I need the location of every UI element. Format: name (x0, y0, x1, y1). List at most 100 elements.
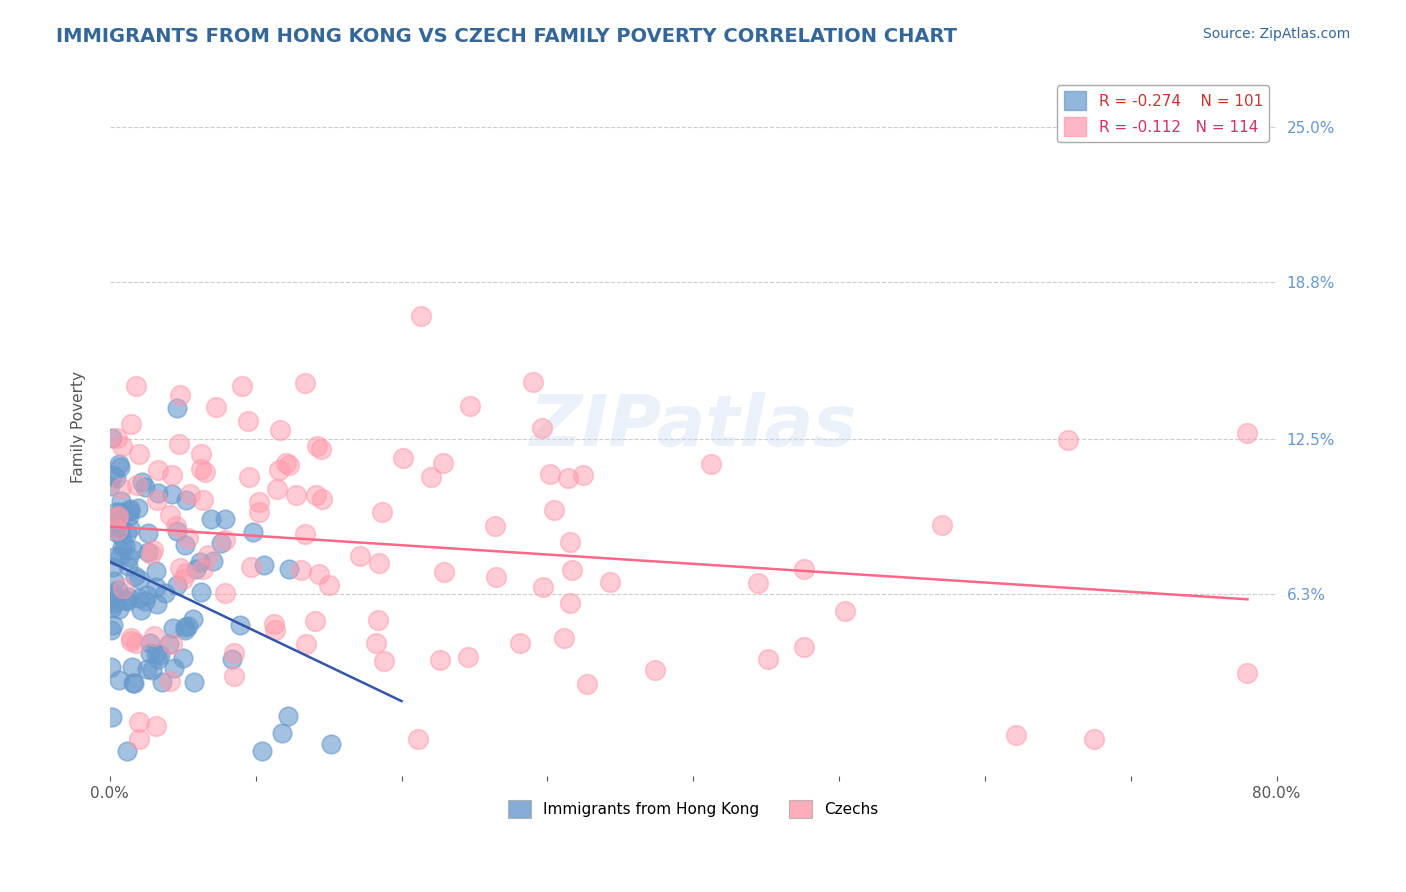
Immigrants from Hong Kong (214, 512, 236, 526)
Immigrants from Hong Kong (128, 591, 150, 606)
Czechs (145, 719, 167, 733)
Immigrants from Hong Kong (124, 569, 146, 583)
Immigrants from Hong Kong (242, 525, 264, 540)
Czechs (311, 491, 333, 506)
Immigrants from Hong Kong (177, 619, 200, 633)
Immigrants from Hong Kong (103, 588, 125, 602)
Czechs (793, 562, 815, 576)
Czechs (409, 309, 432, 323)
Czechs (367, 613, 389, 627)
Czechs (214, 533, 236, 548)
Czechs (747, 575, 769, 590)
Czechs (406, 731, 429, 746)
Immigrants from Hong Kong (319, 737, 342, 751)
Immigrants from Hong Kong (100, 601, 122, 615)
Czechs (128, 447, 150, 461)
Immigrants from Hong Kong (131, 475, 153, 489)
Czechs (599, 574, 621, 589)
Czechs (239, 560, 262, 574)
Czechs (191, 562, 214, 576)
Czechs (128, 731, 150, 746)
Czechs (460, 399, 482, 413)
Immigrants from Hong Kong (146, 652, 169, 666)
Immigrants from Hong Kong (250, 744, 273, 758)
Czechs (294, 527, 316, 541)
Czechs (111, 439, 134, 453)
Czechs (419, 470, 441, 484)
Immigrants from Hong Kong (118, 549, 141, 564)
Immigrants from Hong Kong (221, 651, 243, 665)
Czechs (121, 417, 143, 432)
Czechs (294, 376, 316, 391)
Czechs (308, 566, 330, 581)
Czechs (214, 585, 236, 599)
Czechs (485, 569, 508, 583)
Immigrants from Hong Kong (121, 660, 143, 674)
Immigrants from Hong Kong (115, 525, 138, 540)
Immigrants from Hong Kong (114, 540, 136, 554)
Czechs (159, 508, 181, 522)
Immigrants from Hong Kong (118, 502, 141, 516)
Immigrants from Hong Kong (108, 457, 131, 471)
Czechs (190, 446, 212, 460)
Czechs (295, 636, 318, 650)
Legend: Immigrants from Hong Kong, Czechs: Immigrants from Hong Kong, Czechs (502, 794, 884, 824)
Czechs (644, 664, 666, 678)
Immigrants from Hong Kong (139, 646, 162, 660)
Czechs (197, 548, 219, 562)
Immigrants from Hong Kong (201, 554, 224, 568)
Czechs (484, 519, 506, 533)
Czechs (105, 523, 128, 537)
Immigrants from Hong Kong (146, 486, 169, 500)
Czechs (290, 563, 312, 577)
Immigrants from Hong Kong (145, 647, 167, 661)
Czechs (125, 478, 148, 492)
Immigrants from Hong Kong (136, 526, 159, 541)
Czechs (274, 456, 297, 470)
Immigrants from Hong Kong (117, 558, 139, 573)
Czechs (107, 509, 129, 524)
Czechs (509, 636, 531, 650)
Czechs (349, 549, 371, 563)
Czechs (557, 470, 579, 484)
Immigrants from Hong Kong (129, 602, 152, 616)
Immigrants from Hong Kong (100, 623, 122, 637)
Immigrants from Hong Kong (141, 663, 163, 677)
Immigrants from Hong Kong (121, 676, 143, 690)
Text: Source: ZipAtlas.com: Source: ZipAtlas.com (1202, 27, 1350, 41)
Immigrants from Hong Kong (107, 673, 129, 688)
Immigrants from Hong Kong (127, 501, 149, 516)
Immigrants from Hong Kong (118, 504, 141, 518)
Czechs (284, 488, 307, 502)
Czechs (159, 673, 181, 688)
Czechs (531, 580, 554, 594)
Czechs (305, 488, 328, 502)
Czechs (364, 636, 387, 650)
Immigrants from Hong Kong (155, 586, 177, 600)
Czechs (522, 375, 544, 389)
Czechs (105, 511, 128, 525)
Immigrants from Hong Kong (101, 430, 124, 444)
Czechs (176, 531, 198, 545)
Czechs (575, 677, 598, 691)
Czechs (224, 646, 246, 660)
Czechs (553, 632, 575, 646)
Immigrants from Hong Kong (110, 521, 132, 535)
Czechs (191, 492, 214, 507)
Czechs (238, 414, 260, 428)
Immigrants from Hong Kong (190, 584, 212, 599)
Czechs (1083, 731, 1105, 746)
Czechs (433, 566, 456, 580)
Czechs (560, 534, 582, 549)
Immigrants from Hong Kong (105, 471, 128, 485)
Czechs (194, 465, 217, 479)
Czechs (120, 631, 142, 645)
Immigrants from Hong Kong (162, 487, 184, 501)
Czechs (169, 436, 191, 450)
Czechs (128, 714, 150, 729)
Czechs (309, 442, 332, 456)
Immigrants from Hong Kong (145, 580, 167, 594)
Immigrants from Hong Kong (162, 621, 184, 635)
Immigrants from Hong Kong (111, 540, 134, 554)
Czechs (571, 468, 593, 483)
